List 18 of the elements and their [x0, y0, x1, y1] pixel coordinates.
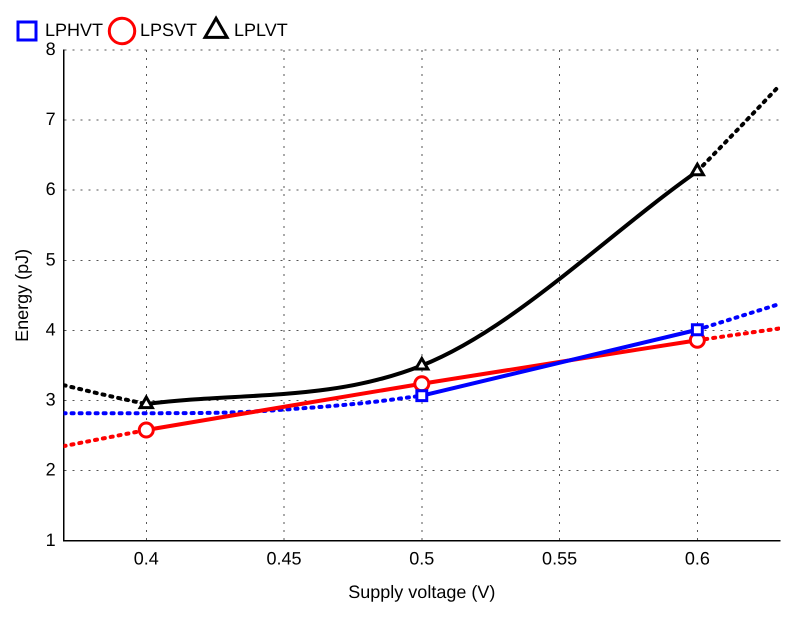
y-tick-label: 5 — [46, 249, 56, 270]
y-tick-label: 2 — [46, 460, 56, 480]
x-tick-label: 0.45 — [266, 548, 302, 569]
y-tick-label: 6 — [46, 179, 56, 200]
x-tick-label: 0.4 — [134, 548, 159, 569]
y-tick-label: 3 — [46, 390, 56, 410]
legend-label: LPLVT — [234, 20, 288, 40]
x-axis-title: Supply voltage (V) — [348, 582, 496, 602]
legend-label: LPHVT — [45, 20, 104, 40]
y-axis-title: Energy (pJ) — [12, 248, 32, 342]
x-tick-label: 0.6 — [684, 548, 710, 569]
y-tick-label: 4 — [46, 319, 56, 340]
x-tick-label: 0.5 — [409, 548, 434, 569]
y-tick-label: 8 — [46, 38, 56, 59]
y-tick-label: 1 — [46, 530, 56, 550]
legend-label: LPSVT — [140, 20, 198, 40]
x-tick-label: 0.55 — [542, 548, 578, 569]
y-tick-label: 7 — [46, 109, 56, 130]
